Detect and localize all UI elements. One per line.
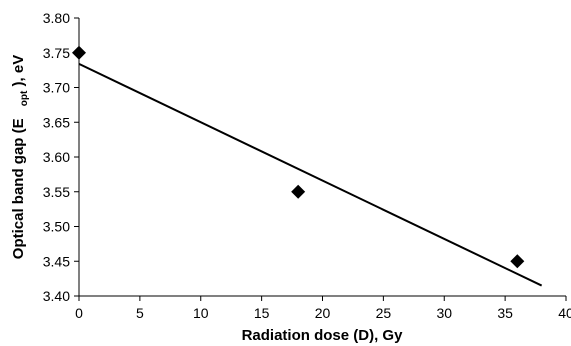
- trend-line: [78, 62, 543, 287]
- x-tick-label: 20: [315, 305, 331, 321]
- data-series: [72, 45, 543, 287]
- data-point-diamond: [291, 184, 306, 199]
- x-tick-label: 25: [376, 305, 392, 321]
- y-tick-label: 3.70: [43, 80, 70, 96]
- y-tick-label: 3.45: [43, 253, 70, 269]
- x-tick-label: 5: [136, 305, 144, 321]
- x-axis-ticks: 0 5 10 15 20 25 30 35 40: [75, 296, 571, 321]
- y-axis-label-prefix: Optical band gap (E: [10, 118, 27, 259]
- y-tick-label: 3.40: [43, 288, 70, 304]
- y-axis-label: Optical band gap (E opt ), eV: [10, 55, 31, 259]
- y-tick-label: 3.65: [43, 114, 70, 130]
- x-axis-label: Radiation dose (D), Gy: [242, 327, 404, 344]
- x-tick-label: 0: [75, 305, 83, 321]
- x-tick-label: 15: [254, 305, 270, 321]
- y-axis-label-suffix: ), eV: [10, 55, 27, 87]
- x-tick-label: 30: [436, 305, 452, 321]
- data-point-diamond: [72, 45, 86, 60]
- plot-area: [78, 18, 566, 297]
- y-tick-label: 3.80: [43, 10, 70, 26]
- y-tick-label: 3.75: [43, 45, 70, 61]
- x-tick-label: 10: [193, 305, 209, 321]
- y-axis-ticks: 3.40 3.45 3.50 3.55 3.60 3.65 3.70 3.75 3.80: [43, 10, 79, 304]
- x-tick-label: 40: [558, 305, 571, 321]
- y-axis-label-subscript: opt: [19, 90, 30, 106]
- data-point-diamond: [510, 254, 525, 269]
- y-tick-label: 3.60: [43, 149, 70, 165]
- y-tick-label: 3.55: [43, 184, 70, 200]
- y-tick-label: 3.50: [43, 219, 70, 235]
- x-tick-label: 35: [497, 305, 513, 321]
